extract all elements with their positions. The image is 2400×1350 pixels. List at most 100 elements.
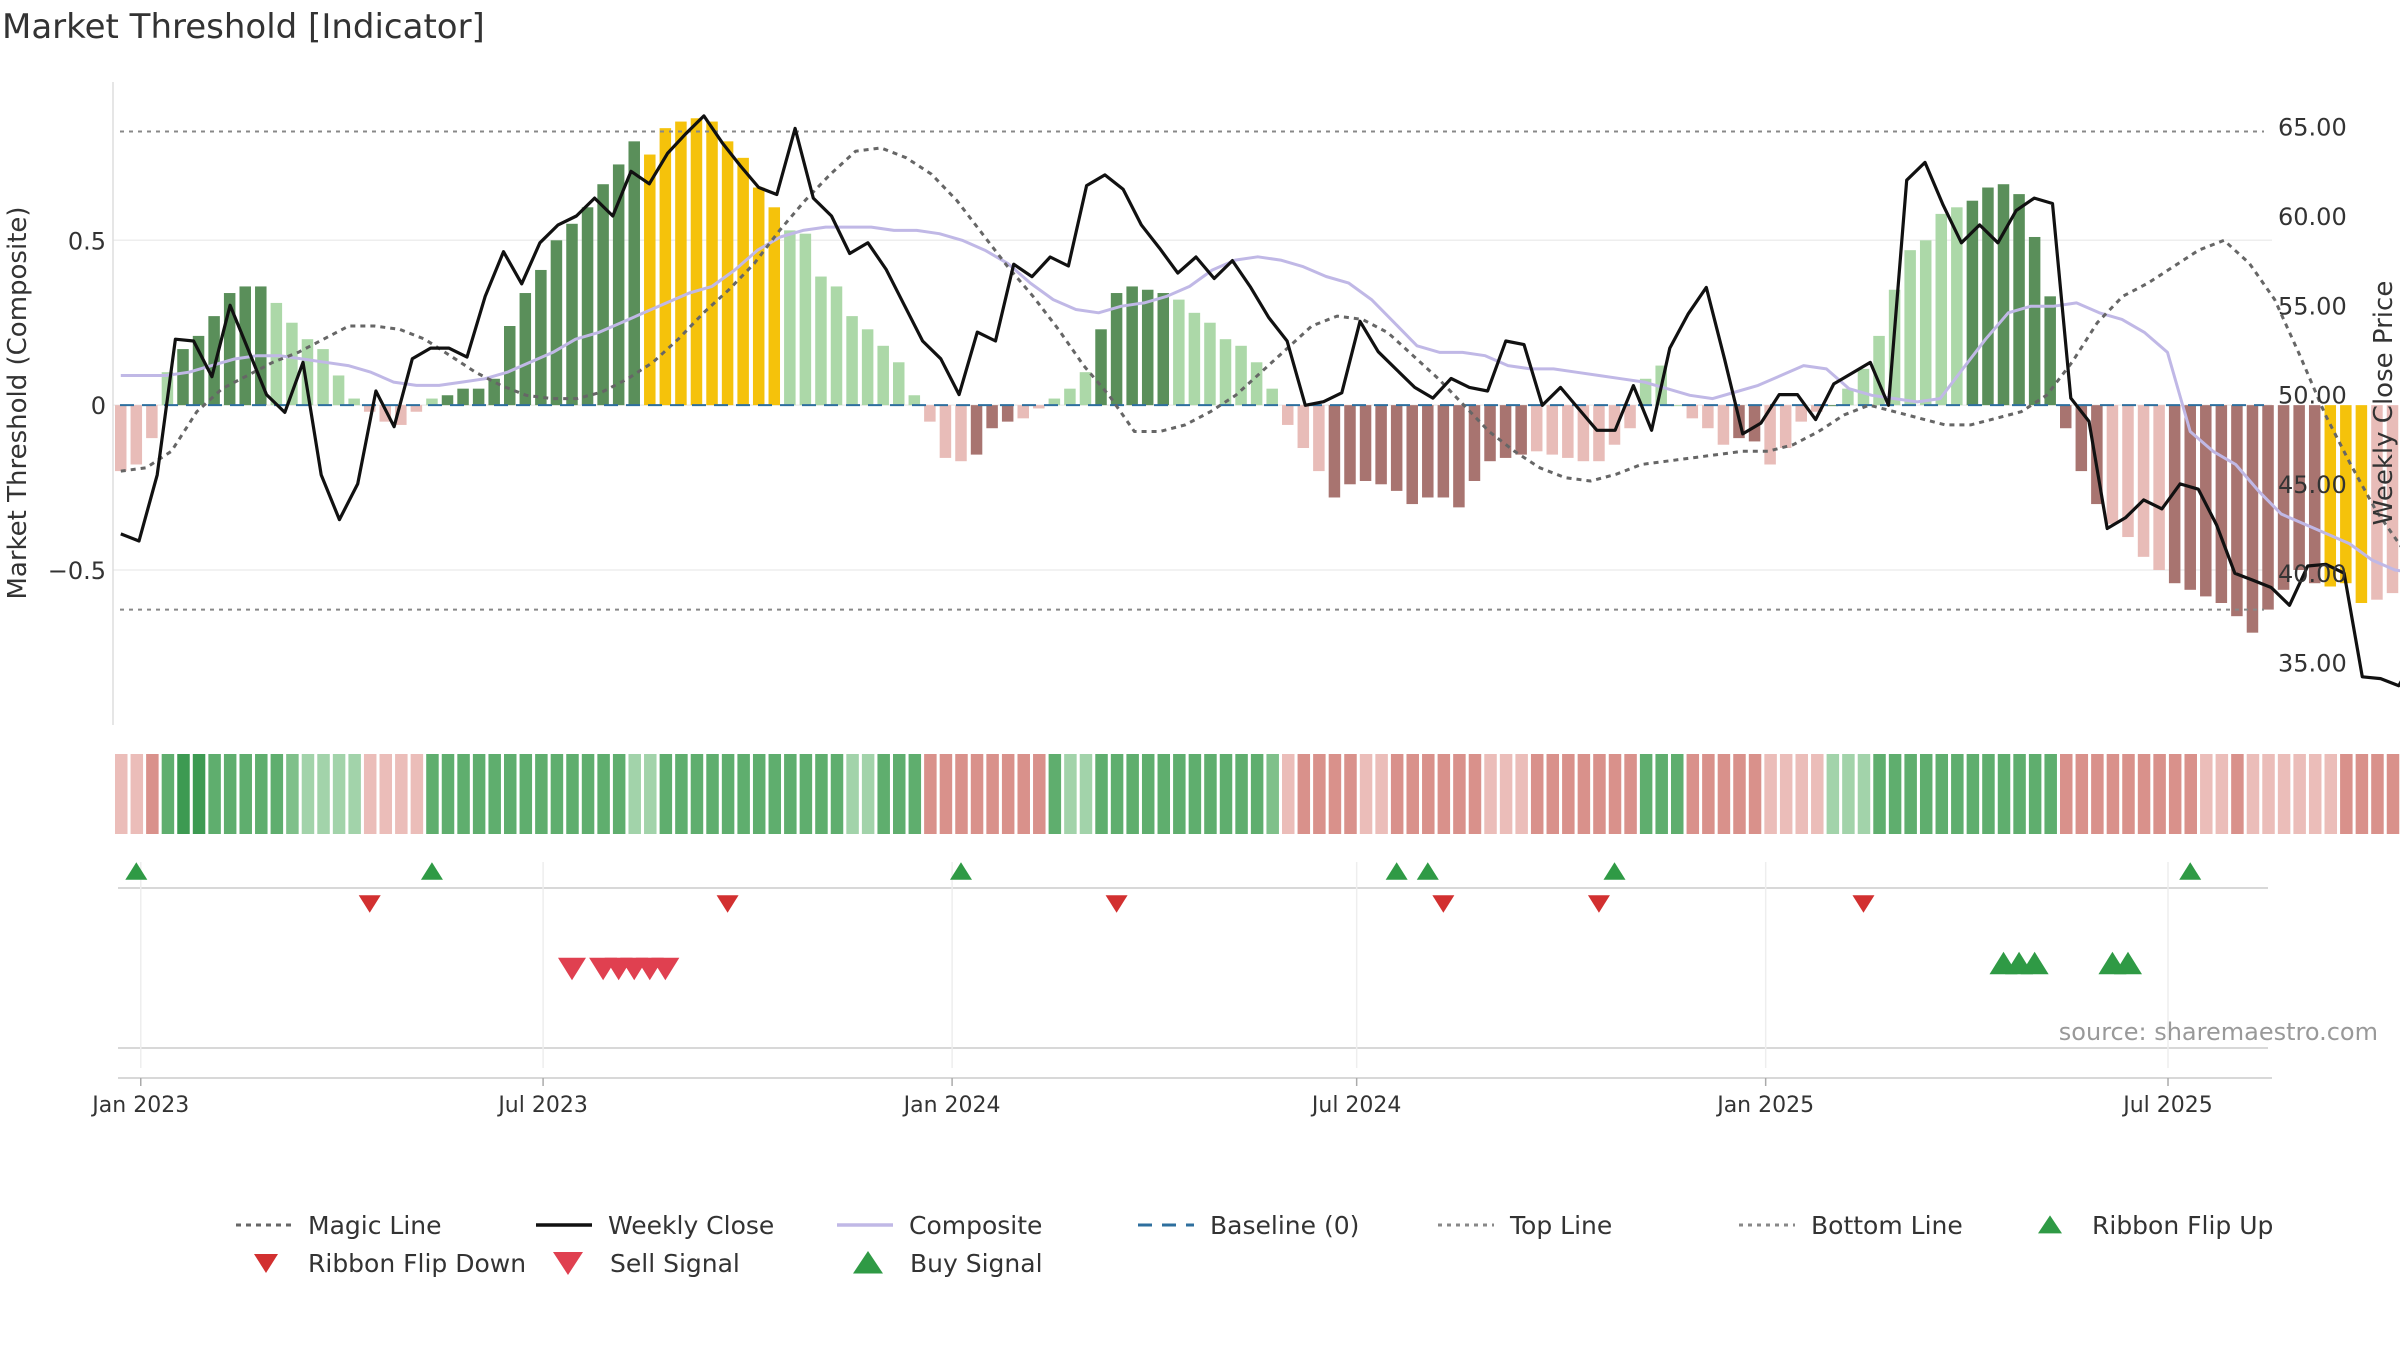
ribbon-cell bbox=[1282, 754, 1295, 834]
ribbon-flip-down-marker bbox=[1852, 895, 1875, 913]
threshold-bar bbox=[1857, 368, 1870, 406]
threshold-bar bbox=[2122, 405, 2134, 538]
main-panel: 0.5 0 −0.5 65.00 60.00 55.00 50.00 45.00 40.00 3… bbox=[3, 82, 2400, 725]
threshold-bar bbox=[986, 405, 998, 429]
threshold-bar bbox=[488, 378, 500, 406]
ribbon-cell bbox=[1359, 754, 1373, 834]
ribbon-cell bbox=[1562, 754, 1575, 834]
ribbon-cell bbox=[784, 754, 797, 834]
threshold-bar bbox=[1562, 405, 1574, 458]
ribbon-cell bbox=[2200, 754, 2213, 834]
ribbon-cell bbox=[161, 754, 175, 834]
right-axis-ticks: 65.00 60.00 55.00 50.00 45.00 40.00 35.00 bbox=[2278, 114, 2347, 678]
ribbon-panel bbox=[115, 754, 2400, 834]
ribbon-flip-up-marker bbox=[1385, 862, 1408, 880]
threshold-bar bbox=[2231, 405, 2243, 617]
threshold-bar bbox=[1671, 405, 1683, 407]
ribbon-cell bbox=[1811, 754, 1824, 834]
ribbon-cell bbox=[1826, 754, 1840, 834]
ribbon-cell bbox=[2231, 754, 2244, 834]
ribbon-cell bbox=[1173, 754, 1186, 834]
threshold-bar bbox=[1966, 200, 1979, 406]
legend-label: Baseline (0) bbox=[1210, 1211, 1359, 1240]
threshold-bar bbox=[1577, 405, 1590, 462]
threshold-bar bbox=[1095, 329, 1107, 406]
threshold-bar bbox=[1017, 405, 1029, 419]
threshold-bar bbox=[597, 184, 609, 406]
threshold-bar bbox=[2277, 405, 2290, 590]
ribbon-cell bbox=[1997, 754, 2011, 834]
threshold-bar bbox=[223, 293, 236, 406]
threshold-bar bbox=[1826, 405, 1839, 407]
ribbon-cell bbox=[472, 754, 486, 834]
ribbon-cell bbox=[1095, 754, 1108, 834]
magic-line bbox=[120, 146, 2400, 548]
ribbon-cell bbox=[986, 754, 999, 834]
threshold-bar bbox=[659, 128, 672, 406]
threshold-bar bbox=[2308, 405, 2321, 584]
threshold-bar bbox=[1173, 299, 1185, 406]
threshold-bar bbox=[2013, 194, 2025, 406]
threshold-bar bbox=[410, 405, 423, 412]
ribbon-cell bbox=[1577, 754, 1591, 834]
ribbon-cell bbox=[1017, 754, 1030, 834]
threshold-bar bbox=[519, 293, 532, 406]
ribbon-cell bbox=[1748, 754, 1762, 834]
ribbon-cell bbox=[1468, 754, 1482, 834]
ribbon-cell bbox=[2013, 754, 2026, 834]
ribbon-flip-up-marker bbox=[2179, 862, 2202, 880]
signals-markers bbox=[125, 862, 2202, 981]
ribbon-cell bbox=[301, 754, 315, 834]
ribbon-cell bbox=[1686, 754, 1700, 834]
threshold-bar bbox=[1515, 405, 1527, 455]
threshold-bar bbox=[1437, 405, 1450, 498]
ribbon-cell bbox=[846, 754, 859, 834]
threshold-bar bbox=[1297, 405, 1310, 449]
threshold-bar bbox=[566, 223, 578, 406]
threshold-bar bbox=[457, 388, 469, 406]
ribbon-cell bbox=[379, 754, 393, 834]
ribbon-cell bbox=[192, 754, 206, 834]
ribbon-cell bbox=[1126, 754, 1139, 834]
threshold-bar bbox=[1873, 335, 1885, 406]
ribbon-cell bbox=[1795, 754, 1808, 834]
threshold-bar bbox=[1919, 240, 1932, 406]
ribbon-flip-up-marker bbox=[1416, 862, 1439, 880]
ribbon-cell bbox=[2044, 754, 2057, 834]
threshold-bar bbox=[1842, 388, 1854, 406]
threshold-bar bbox=[721, 141, 734, 406]
ribbon-cell bbox=[519, 754, 533, 834]
right-tick-label: 45.00 bbox=[2278, 471, 2347, 499]
ribbon-cell bbox=[799, 754, 813, 834]
ribbon-cell bbox=[2262, 754, 2275, 834]
x-tick-label: Jul 2025 bbox=[2121, 1093, 2213, 1118]
legend-symbol bbox=[254, 1254, 278, 1273]
ribbon-cell bbox=[1702, 754, 1715, 834]
threshold-bar bbox=[2168, 405, 2181, 584]
ribbon-cell bbox=[1515, 754, 1528, 834]
sell-signal-marker bbox=[651, 957, 680, 981]
threshold-bar bbox=[130, 405, 143, 465]
threshold-bar bbox=[1157, 293, 1170, 406]
ribbon-cell bbox=[1204, 754, 1217, 834]
ribbon-cell bbox=[768, 754, 782, 834]
ribbon-cell bbox=[1157, 754, 1171, 834]
threshold-bar bbox=[1048, 398, 1061, 406]
ribbon-cell bbox=[2106, 754, 2120, 834]
threshold-bar bbox=[2153, 405, 2165, 571]
ribbon-cell bbox=[861, 754, 875, 834]
buy-signal-marker bbox=[2113, 951, 2142, 975]
threshold-bar bbox=[2044, 296, 2056, 406]
threshold-bar bbox=[2091, 405, 2103, 505]
threshold-bar bbox=[752, 187, 765, 406]
x-tick-label: Jul 2024 bbox=[1310, 1093, 1402, 1118]
threshold-bar bbox=[1468, 405, 1481, 481]
weekly-close-line bbox=[120, 114, 2400, 688]
ribbon-flip-up-marker bbox=[125, 862, 148, 880]
right-tick-label: 60.00 bbox=[2278, 203, 2347, 231]
right-axis-label: Weekly Close Price bbox=[2369, 281, 2399, 526]
ribbon-cell bbox=[1453, 754, 1466, 834]
threshold-bar bbox=[504, 326, 516, 406]
threshold-bar bbox=[177, 349, 189, 406]
